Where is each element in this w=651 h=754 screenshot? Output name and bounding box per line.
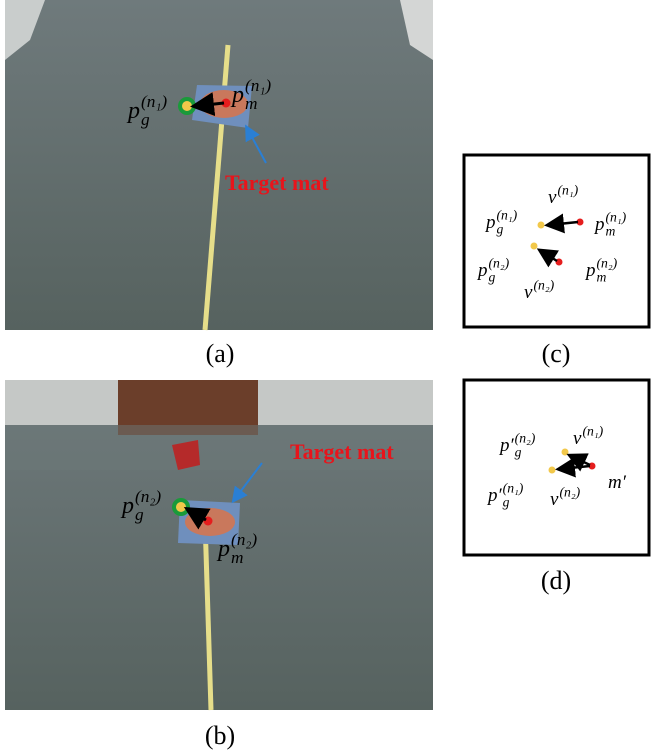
math-base: p — [126, 98, 140, 124]
math-subscript: g — [497, 222, 504, 237]
panel-caption: (c) — [542, 339, 571, 368]
math-base: p′ — [486, 485, 503, 506]
math-subscript: m — [245, 94, 257, 113]
figure: (a)Target matp(n₁)gp(n₁)m(b)Target matp(… — [0, 0, 651, 754]
math-superscript: (n₂) — [559, 484, 580, 500]
math-base: p — [584, 260, 596, 281]
math-superscript: (n₁) — [582, 423, 603, 439]
math-subscript: g — [135, 505, 144, 524]
math-superscript: (n₂) — [533, 277, 554, 293]
diagram-c — [464, 155, 649, 327]
math-base: v — [524, 282, 533, 303]
annotation: Target mat — [290, 439, 394, 464]
math-base: m′ — [608, 472, 627, 493]
math-base: v — [573, 428, 582, 449]
math-subscript: g — [141, 110, 150, 129]
math-base: p — [476, 260, 488, 281]
math-base: p — [120, 493, 134, 519]
math-superscript: (n₂) — [135, 487, 161, 506]
math-base: v — [548, 187, 557, 208]
math-base: p — [216, 536, 230, 562]
math-base: p — [230, 82, 244, 108]
math-subscript: m — [597, 270, 607, 285]
math-subscript: m — [231, 548, 243, 567]
math-superscript: (n₁) — [245, 76, 271, 95]
math-subscript: g — [489, 270, 496, 285]
math-superscript: (n₁) — [557, 182, 578, 198]
math-base: p — [593, 214, 605, 235]
math-subscript: g — [515, 445, 522, 460]
math-base: p — [484, 212, 496, 233]
math-subscript: m — [606, 224, 616, 239]
math-base: p′ — [498, 435, 515, 456]
math-superscript: (n₂) — [231, 530, 257, 549]
annotation: Target mat — [225, 170, 329, 195]
diagram-d — [464, 380, 649, 555]
math-superscript: (n₁) — [141, 92, 167, 111]
math-base: v — [550, 489, 559, 510]
panel-caption: (b) — [205, 721, 235, 750]
math-subscript: g — [503, 495, 510, 510]
panel-caption: (a) — [206, 339, 235, 368]
panel-caption: (d) — [541, 566, 571, 595]
photo-a — [5, 0, 433, 330]
